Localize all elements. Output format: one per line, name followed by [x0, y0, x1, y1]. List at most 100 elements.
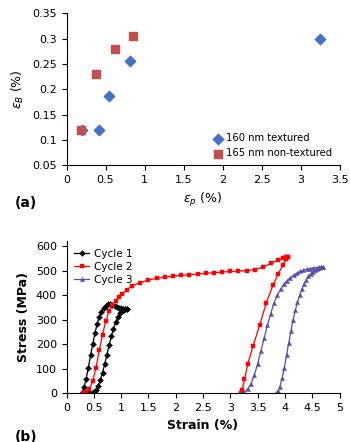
Cycle 2: [286, 254, 290, 259]
Cycle 2: [163, 274, 167, 280]
Cycle 3: [317, 265, 321, 271]
Cycle 3: [287, 340, 291, 346]
Cycle 3: [252, 372, 257, 377]
Cycle 1: [89, 353, 93, 358]
Cycle 2: [154, 276, 159, 281]
Cycle 2: [220, 269, 224, 274]
Cycle 2: [284, 256, 288, 262]
Cycle 3: [285, 353, 289, 358]
Cycle 3: [291, 317, 295, 323]
X-axis label: $\varepsilon_p$ (%): $\varepsilon_p$ (%): [183, 191, 223, 209]
Line: Cycle 1: Cycle 1: [80, 302, 129, 396]
Cycle 1: [81, 391, 85, 396]
Cycle 3: [280, 376, 284, 381]
Cycle 3: [249, 381, 253, 386]
Cycle 1: [90, 390, 94, 396]
Cycle 1: [115, 304, 119, 309]
Cycle 2: [269, 261, 273, 266]
Cycle 3: [295, 300, 300, 305]
Cycle 1: [91, 342, 95, 347]
Cycle 3: [292, 273, 296, 278]
Cycle 1: [88, 391, 92, 396]
Cycle 3: [278, 384, 282, 389]
Cycle 2: [258, 322, 262, 328]
Y-axis label: $\varepsilon_B$ (%): $\varepsilon_B$ (%): [10, 69, 27, 109]
Cycle 3: [282, 365, 286, 370]
Cycle 2: [107, 309, 111, 314]
Cycle 2: [94, 365, 98, 370]
Cycle 3: [273, 391, 278, 396]
Cycle 3: [246, 386, 250, 392]
Cycle 1: [125, 306, 129, 312]
Cycle 1: [121, 306, 125, 311]
Cycle 2: [284, 254, 288, 259]
Cycle 3: [256, 361, 260, 366]
Cycle 2: [281, 255, 285, 260]
Cycle 3: [298, 269, 302, 274]
Cycle 1: [112, 303, 117, 308]
Cycle 1: [111, 326, 116, 332]
Cycle 2: [276, 257, 280, 263]
Cycle 2: [245, 268, 249, 273]
Cycle 2: [130, 283, 134, 289]
Cycle 3: [302, 282, 306, 287]
Cycle 3: [239, 391, 243, 396]
Cycle 2: [84, 389, 88, 395]
Cycle 1: [119, 305, 123, 311]
Cycle 3: [295, 271, 299, 276]
Cycle 1: [94, 388, 98, 393]
Cycle 3: [320, 264, 324, 270]
Cycle 2: [146, 278, 150, 283]
165 nm non-textured: [93, 71, 99, 78]
Cycle 3: [259, 349, 263, 354]
Cycle 1: [105, 352, 109, 357]
Cycle 3: [275, 293, 279, 298]
Cycle 2: [110, 302, 114, 308]
Cycle 2: [120, 291, 124, 297]
Cycle 2: [100, 332, 105, 337]
Cycle 1: [104, 303, 108, 308]
Cycle 2: [264, 300, 268, 305]
160 nm textured: [128, 58, 133, 65]
Cycle 3: [285, 278, 289, 283]
Cycle 1: [125, 306, 129, 312]
Y-axis label: Stress (MPa): Stress (MPa): [17, 272, 30, 362]
Cycle 3: [243, 389, 247, 395]
Cycle 1: [100, 370, 105, 375]
Text: (b): (b): [15, 430, 37, 442]
Cycle 3: [272, 301, 276, 306]
Cycle 1: [93, 331, 97, 336]
Cycle 3: [301, 267, 306, 273]
Cycle 3: [276, 389, 280, 394]
Cycle 1: [85, 391, 89, 396]
Cycle 1: [99, 309, 104, 315]
Cycle 3: [293, 308, 298, 313]
Cycle 3: [321, 264, 325, 270]
160 nm textured: [97, 126, 102, 133]
Cycle 1: [117, 305, 121, 310]
Cycle 2: [179, 273, 183, 278]
Cycle 3: [268, 311, 273, 316]
Cycle 2: [117, 294, 121, 300]
Cycle 2: [91, 378, 95, 384]
Cycle 1: [108, 301, 112, 307]
Cycle 2: [243, 377, 247, 382]
Cycle 2: [204, 271, 208, 276]
Cycle 1: [113, 320, 118, 325]
Cycle 1: [110, 302, 114, 307]
Cycle 3: [313, 267, 317, 273]
Cycle 3: [308, 266, 312, 271]
Legend: Cycle 1, Cycle 2, Cycle 3: Cycle 1, Cycle 2, Cycle 3: [72, 247, 134, 287]
Cycle 3: [306, 274, 310, 279]
Cycle 1: [103, 361, 107, 366]
Cycle 3: [311, 265, 315, 271]
Cycle 3: [308, 271, 313, 276]
Cycle 2: [240, 387, 244, 392]
165 nm non-textured: [78, 126, 83, 133]
Cycle 1: [122, 307, 126, 312]
Cycle 3: [304, 277, 308, 282]
Cycle 1: [116, 315, 120, 320]
Cycle 3: [314, 265, 318, 270]
Cycle 2: [276, 271, 280, 276]
Cycle 1: [96, 383, 100, 389]
